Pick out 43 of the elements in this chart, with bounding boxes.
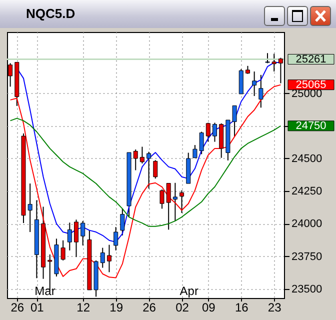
- chart-title: NQC5.D: [26, 6, 76, 21]
- candlestick: [258, 74, 264, 108]
- x-tick-label: 23: [268, 300, 282, 314]
- y-tick-label: 24250: [292, 186, 322, 198]
- x-tick-label: 16: [234, 300, 249, 314]
- y-tick-label: 24000: [292, 218, 322, 230]
- data-label: 24750: [296, 120, 326, 132]
- y-tick-label: 24500: [292, 152, 322, 165]
- candlestick: [133, 148, 138, 171]
- annotation: Apr: [180, 284, 198, 298]
- x-tick-label: 19: [110, 300, 124, 314]
- ref-line-label: 25261: [296, 53, 326, 66]
- annotation: Mar: [34, 284, 56, 298]
- candlestick: [120, 208, 125, 236]
- y-tick-label: 23500: [292, 283, 322, 296]
- candlestick: [160, 189, 164, 210]
- candlestick: [80, 220, 86, 246]
- candlestick: [153, 160, 158, 180]
- candlestick: [206, 122, 210, 142]
- candlestick: [140, 146, 144, 164]
- candlestick: [114, 226, 118, 251]
- x-tick-label: 01: [30, 300, 44, 314]
- x-tick-label: 26: [10, 300, 24, 314]
- candlestick: [146, 151, 152, 190]
- x-tick-label: 02: [176, 300, 190, 314]
- candlestick: [166, 182, 171, 230]
- line-series: [10, 118, 282, 227]
- candlestick: [67, 222, 72, 251]
- candlestick: [212, 122, 217, 142]
- x-tick-label: 26: [142, 300, 156, 314]
- candlestick: [28, 183, 32, 233]
- candlestick: [74, 219, 78, 258]
- candlestick: [100, 247, 105, 268]
- x-tick-label: 12: [76, 300, 90, 314]
- y-tick-label: 23750: [292, 250, 322, 263]
- candlestick: [252, 71, 257, 97]
- line-series: [10, 84, 282, 278]
- candlestick: [272, 53, 276, 72]
- candlestick: [180, 190, 184, 214]
- candlestick: [238, 68, 244, 94]
- candlestick: [106, 244, 112, 273]
- candlestick: [172, 182, 178, 222]
- x-tick-label: 09: [202, 300, 216, 314]
